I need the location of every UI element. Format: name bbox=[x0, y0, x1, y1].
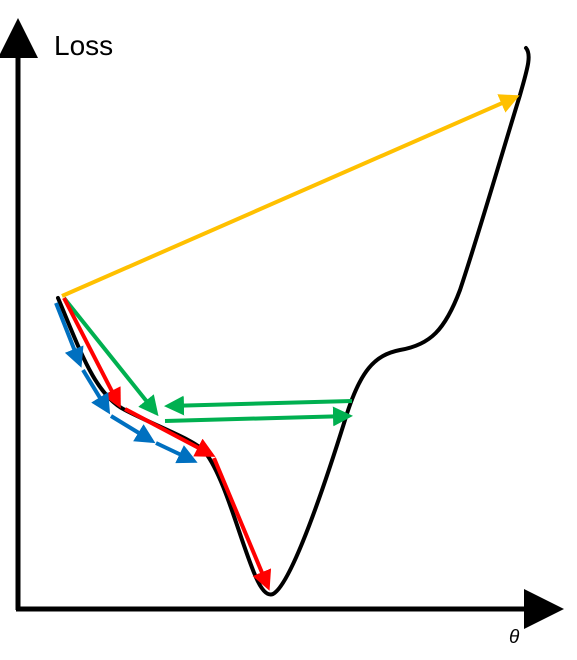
loss-curve bbox=[56, 46, 531, 597]
green-step-arrow-3 bbox=[164, 395, 353, 416]
blue-step-arrow-1 bbox=[54, 302, 84, 368]
red-step-arrow-1 bbox=[62, 297, 121, 409]
green-step-arrow-2 bbox=[164, 406, 353, 427]
green-step-arrow-1 bbox=[62, 296, 159, 417]
red-step-arrow-3 bbox=[212, 457, 272, 591]
blue-step-arrow-4 bbox=[155, 441, 198, 464]
yellow-step-arrow bbox=[61, 94, 520, 298]
x-axis-label: θ bbox=[509, 627, 520, 648]
y-axis-label: Loss bbox=[54, 30, 114, 61]
blue-step-arrow-3 bbox=[109, 414, 156, 444]
blue-step-arrow-2 bbox=[81, 368, 111, 415]
